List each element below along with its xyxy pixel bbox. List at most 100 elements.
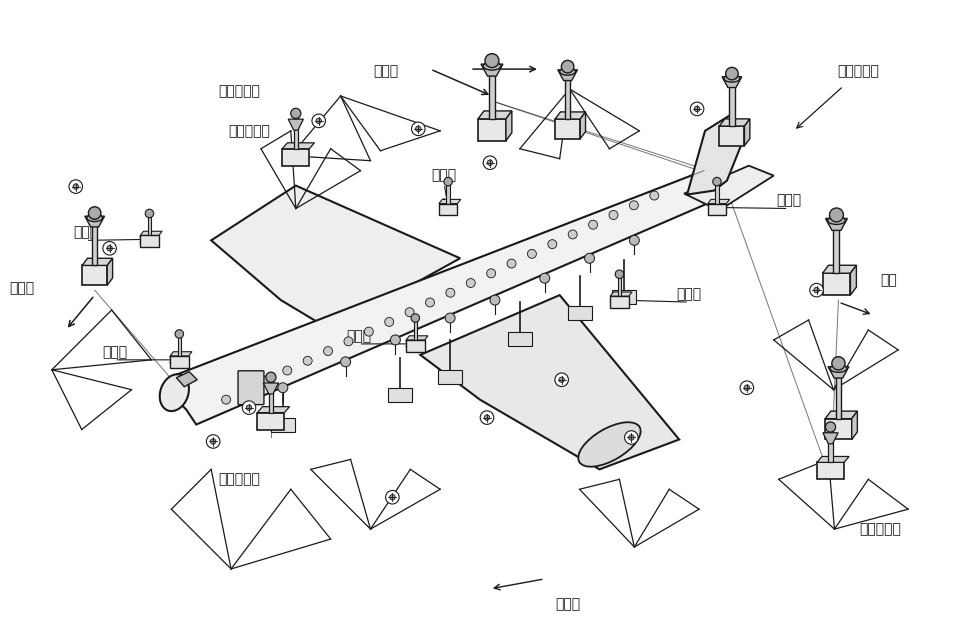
- Ellipse shape: [828, 216, 845, 224]
- Circle shape: [825, 422, 836, 432]
- FancyBboxPatch shape: [730, 77, 734, 126]
- FancyBboxPatch shape: [92, 216, 97, 265]
- Circle shape: [740, 381, 754, 395]
- Polygon shape: [687, 116, 747, 194]
- Ellipse shape: [724, 75, 740, 82]
- Circle shape: [222, 395, 231, 404]
- Circle shape: [726, 68, 738, 80]
- FancyBboxPatch shape: [148, 217, 152, 236]
- Polygon shape: [289, 119, 303, 130]
- Polygon shape: [177, 372, 197, 386]
- Polygon shape: [406, 336, 428, 340]
- FancyBboxPatch shape: [555, 119, 580, 139]
- Text: 发射站: 发射站: [555, 597, 580, 611]
- FancyBboxPatch shape: [271, 417, 295, 431]
- Circle shape: [426, 298, 434, 307]
- FancyBboxPatch shape: [618, 278, 621, 296]
- Circle shape: [207, 435, 220, 448]
- Circle shape: [262, 375, 271, 384]
- Circle shape: [73, 184, 78, 189]
- Circle shape: [283, 366, 291, 375]
- FancyBboxPatch shape: [834, 218, 840, 273]
- Circle shape: [316, 118, 321, 124]
- Circle shape: [528, 249, 537, 258]
- Polygon shape: [822, 265, 856, 273]
- Circle shape: [559, 377, 565, 383]
- Ellipse shape: [560, 68, 575, 75]
- Ellipse shape: [830, 365, 846, 372]
- Text: 被测点: 被测点: [776, 194, 801, 207]
- Polygon shape: [258, 406, 290, 413]
- Text: 全局控制点: 全局控制点: [228, 124, 270, 138]
- Circle shape: [744, 385, 750, 390]
- Circle shape: [385, 317, 394, 327]
- Polygon shape: [481, 64, 503, 76]
- FancyBboxPatch shape: [825, 419, 852, 439]
- Circle shape: [242, 386, 251, 394]
- Ellipse shape: [87, 214, 102, 222]
- FancyBboxPatch shape: [293, 115, 298, 149]
- Circle shape: [649, 191, 659, 200]
- Circle shape: [585, 253, 594, 263]
- Circle shape: [562, 61, 574, 73]
- FancyBboxPatch shape: [269, 379, 273, 413]
- Circle shape: [832, 357, 845, 370]
- Circle shape: [278, 383, 288, 393]
- Polygon shape: [478, 111, 511, 119]
- Circle shape: [323, 346, 333, 355]
- Circle shape: [265, 372, 276, 383]
- Polygon shape: [744, 119, 750, 146]
- Circle shape: [107, 245, 112, 251]
- FancyBboxPatch shape: [567, 306, 592, 320]
- Polygon shape: [817, 457, 849, 462]
- Polygon shape: [722, 77, 742, 88]
- Polygon shape: [85, 216, 104, 227]
- FancyBboxPatch shape: [414, 321, 417, 340]
- Polygon shape: [211, 185, 460, 330]
- Polygon shape: [140, 231, 162, 236]
- Polygon shape: [166, 169, 729, 424]
- FancyBboxPatch shape: [822, 273, 850, 295]
- Polygon shape: [555, 112, 586, 119]
- FancyBboxPatch shape: [565, 70, 570, 119]
- FancyBboxPatch shape: [613, 290, 636, 304]
- FancyBboxPatch shape: [258, 413, 285, 430]
- Circle shape: [485, 53, 499, 68]
- Ellipse shape: [160, 374, 189, 411]
- Circle shape: [568, 230, 577, 239]
- Circle shape: [483, 156, 497, 169]
- Circle shape: [589, 220, 597, 229]
- Text: 被测点: 被测点: [431, 169, 456, 183]
- Circle shape: [628, 435, 634, 440]
- FancyBboxPatch shape: [707, 204, 727, 216]
- Polygon shape: [283, 143, 315, 149]
- FancyBboxPatch shape: [406, 340, 425, 352]
- FancyBboxPatch shape: [508, 332, 532, 346]
- Polygon shape: [580, 112, 586, 139]
- Circle shape: [539, 273, 550, 283]
- Circle shape: [341, 357, 350, 367]
- Polygon shape: [506, 111, 511, 141]
- FancyBboxPatch shape: [489, 64, 495, 119]
- FancyBboxPatch shape: [140, 236, 159, 247]
- Polygon shape: [558, 70, 577, 80]
- Circle shape: [175, 330, 183, 338]
- Polygon shape: [610, 292, 632, 296]
- Text: 被测点: 被测点: [102, 345, 127, 359]
- FancyBboxPatch shape: [447, 185, 450, 204]
- Polygon shape: [170, 352, 192, 356]
- Circle shape: [446, 289, 455, 298]
- Circle shape: [411, 122, 425, 136]
- Polygon shape: [719, 119, 750, 126]
- Polygon shape: [107, 258, 113, 285]
- Circle shape: [312, 114, 325, 128]
- Circle shape: [695, 106, 700, 111]
- FancyBboxPatch shape: [388, 388, 412, 402]
- FancyBboxPatch shape: [439, 204, 457, 216]
- FancyBboxPatch shape: [178, 337, 181, 356]
- Circle shape: [242, 401, 256, 414]
- Circle shape: [487, 160, 493, 166]
- Circle shape: [813, 287, 819, 293]
- Text: 发射站: 发射站: [10, 281, 35, 295]
- Text: 被测点: 被测点: [73, 225, 98, 240]
